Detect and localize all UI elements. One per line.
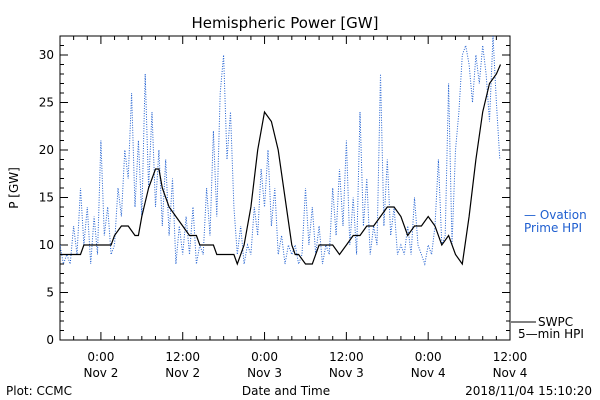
footer-timestamp: 2018/11/04 15:10:20 [465, 384, 592, 398]
y-tick-label: 15 [39, 191, 54, 205]
plot-frame [59, 35, 511, 341]
x-tick-time-label: 12:00 [493, 350, 528, 364]
x-tick-date-label: Nov 4 [493, 366, 528, 380]
x-axis-label: Date and Time [242, 384, 330, 398]
footer-credit: Plot: CCMC [6, 384, 72, 398]
x-tick-time-label: 12:00 [329, 350, 364, 364]
legend-swpc: SWPC 5—min HPI [511, 315, 584, 341]
chart-title: Hemispheric Power [GW] [192, 14, 379, 32]
legend-ovation-line1: — Ovation [524, 208, 587, 222]
y-tick-label: 0 [46, 333, 54, 347]
y-tick-label: 30 [39, 48, 54, 62]
x-tick-date-label: Nov 2 [83, 366, 118, 380]
y-tick-label: 5 [46, 286, 54, 300]
x-tick-time-label: 0:00 [87, 350, 114, 364]
legend-ovation-line2: Prime HPI [524, 221, 582, 235]
x-tick-time-label: 0:00 [415, 350, 442, 364]
series-swpc-line [60, 64, 502, 266]
y-axis-label: P [GW] [7, 167, 21, 209]
y-tick-label: 10 [39, 238, 54, 252]
x-tick-date-label: Nov 3 [247, 366, 282, 380]
y-tick-label: 20 [39, 143, 54, 157]
series-layer [60, 36, 502, 266]
x-axis: 0:00 Nov 2 12:00 Nov 2 0:00 Nov 3 12:00 Nov 3 0:… [59, 36, 528, 380]
legend-swpc-line1: SWPC [538, 315, 573, 329]
legend-ovation: — Ovation Prime HPI [524, 208, 587, 235]
y-tick-label: 25 [39, 96, 54, 110]
x-tick-time-label: 0:00 [251, 350, 278, 364]
x-tick-date-label: Nov 4 [411, 366, 446, 380]
y-axis: 0 5 10 15 20 25 30 [39, 35, 510, 347]
legend-swpc-line2: 5—min HPI [518, 327, 584, 341]
x-tick-date-label: Nov 3 [329, 366, 364, 380]
x-tick-date-label: Nov 2 [165, 366, 200, 380]
x-tick-time-label: 12:00 [165, 350, 200, 364]
series-ovation-prime-line [60, 36, 501, 266]
